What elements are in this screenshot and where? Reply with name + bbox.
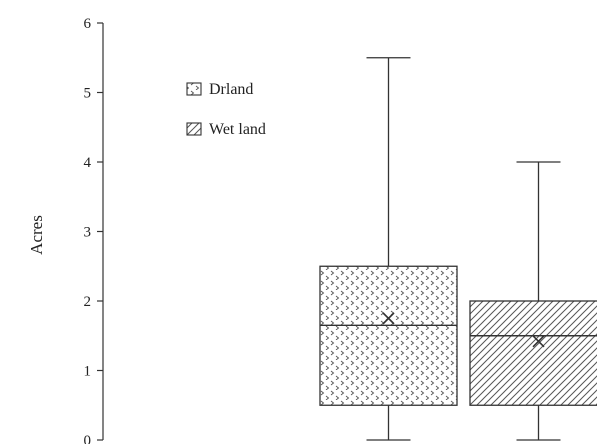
y-axis-label: Acres: [27, 215, 46, 255]
y-tick-label: 1: [84, 364, 92, 380]
interquartile-box: [469, 300, 597, 406]
mean-marker-stroke: [382, 312, 395, 325]
boxes: [319, 57, 597, 441]
legend-label: Drland: [209, 81, 253, 98]
y-tick-label: 6: [84, 16, 92, 32]
box-wet-land: [469, 161, 597, 441]
y-axis: 0 1 2 3 4 5 6: [84, 16, 104, 444]
box-drland: [319, 57, 458, 441]
y-tick-label: 3: [84, 225, 92, 241]
y-tick-label: 2: [84, 294, 92, 310]
y-tick-label: 0: [84, 433, 92, 444]
legend-swatch: [186, 82, 202, 96]
interquartile-box: [319, 265, 458, 406]
y-tick-label: 4: [84, 155, 92, 171]
mean-marker-stroke: [532, 335, 545, 348]
mean-marker: [532, 335, 545, 348]
legend-swatch: [186, 122, 202, 136]
legend: Drland Wet land: [186, 81, 266, 138]
y-tick-label: 5: [84, 86, 92, 102]
mean-marker: [382, 312, 395, 325]
legend-label: Wet land: [209, 121, 266, 138]
